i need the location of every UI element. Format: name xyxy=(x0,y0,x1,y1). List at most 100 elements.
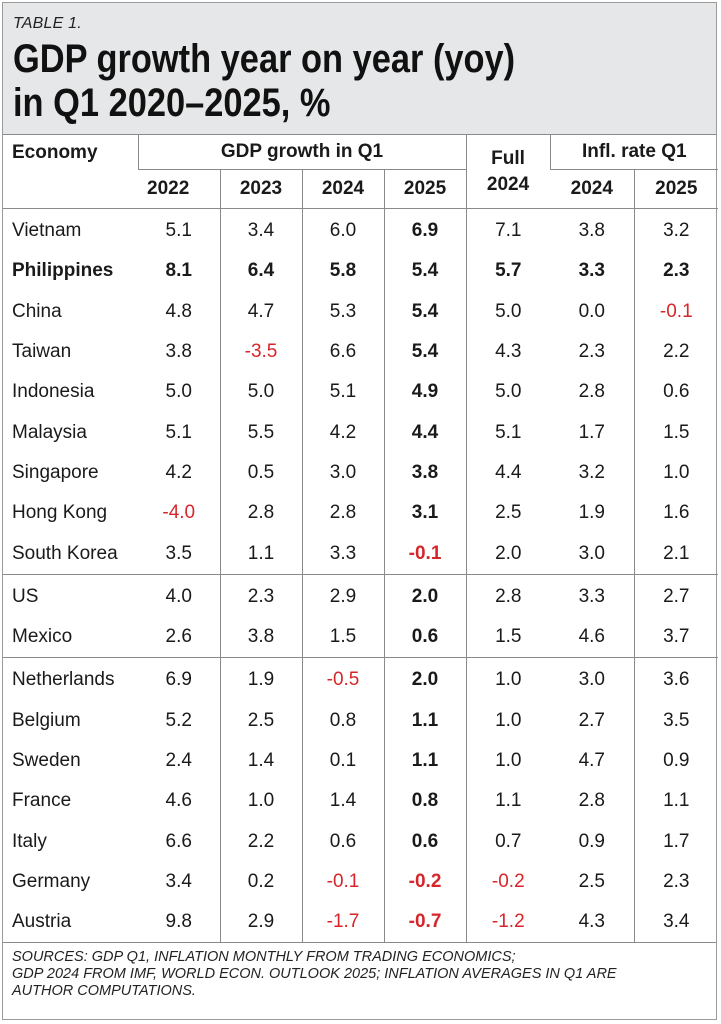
value-cell: 4.6 xyxy=(578,626,605,648)
value-cell: 5.0 xyxy=(465,372,551,413)
value-cell: 1.7 xyxy=(578,421,605,443)
value-cell: 3.8 xyxy=(165,341,192,363)
value-cell: 3.0 xyxy=(578,542,605,564)
table-row: Indonesia 5.0 5.0 5.1 4.9 5.0 2.8 0.6 xyxy=(3,372,719,413)
value-cell: 5.0 xyxy=(165,381,192,403)
value-cell: 1.4 xyxy=(301,781,384,822)
value-cell: 1.5 xyxy=(465,616,551,658)
value-cell: 3.6 xyxy=(633,657,719,701)
economy-name: Austria xyxy=(12,911,72,933)
value-cell: 1.0 xyxy=(465,700,551,741)
table-title: GDP growth year on year (yoy) in Q1 2020… xyxy=(13,37,618,125)
value-cell: 1.9 xyxy=(578,502,605,524)
value-cell: 4.6 xyxy=(165,790,192,812)
value-cell: 9.8 xyxy=(165,911,192,933)
value-cell: 0.8 xyxy=(301,700,384,741)
value-cell: 5.0 xyxy=(465,291,551,332)
value-cell: 5.8 xyxy=(301,251,384,292)
value-cell: 0.9 xyxy=(578,830,605,852)
value-cell: 2.9 xyxy=(301,573,384,617)
table-row: China 4.8 4.7 5.3 5.4 5.0 0.0 -0.1 xyxy=(3,291,719,332)
table-row: Belgium 5.2 2.5 0.8 1.1 1.0 2.7 3.5 xyxy=(3,700,719,741)
value-cell: 1.7 xyxy=(633,821,719,862)
value-cell: -1.2 xyxy=(465,902,551,943)
economy-name: Singapore xyxy=(12,461,99,483)
value-cell: 1.1 xyxy=(633,781,719,822)
value-cell: 1.5 xyxy=(633,412,719,453)
sources-footnote: SOURCES: GDP Q1, INFLATION MONTHLY FROM … xyxy=(3,942,716,1016)
value-cell: 3.7 xyxy=(633,616,719,658)
value-cell: 1.4 xyxy=(219,740,302,782)
table-row: Malaysia 5.1 5.5 4.2 4.4 5.1 1.7 1.5 xyxy=(3,412,719,453)
value-cell: 1.0 xyxy=(465,657,551,701)
value-cell: 0.6 xyxy=(383,821,467,862)
value-cell: -1.7 xyxy=(301,902,384,943)
value-cell: 0.8 xyxy=(383,781,467,822)
table-row: Germany 3.4 0.2 -0.1 -0.2 -0.2 2.5 2.3 xyxy=(3,861,719,903)
value-cell: 3.1 xyxy=(383,493,467,534)
table-row: Taiwan 3.8 -3.5 6.6 5.4 4.3 2.3 2.2 xyxy=(3,331,719,373)
table-row: Netherlands 6.9 1.9 -0.5 2.0 1.0 3.0 3.6 xyxy=(3,657,719,701)
value-cell: -3.5 xyxy=(219,331,302,373)
value-cell: 1.0 xyxy=(633,452,719,494)
economy-name: Indonesia xyxy=(12,381,95,403)
value-cell: 1.1 xyxy=(219,533,302,575)
table-header: TABLE 1. GDP growth year on year (yoy) i… xyxy=(3,3,716,135)
value-cell: 2.8 xyxy=(219,493,302,534)
value-cell: 5.1 xyxy=(301,372,384,413)
economy-name: Malaysia xyxy=(12,421,87,443)
value-cell: 4.0 xyxy=(138,573,220,617)
footnote-line-3: AUTHOR COMPUTATIONS. xyxy=(12,983,196,1000)
gdp-table: Economy GDP growth in Q1 Full 2024 Infl.… xyxy=(3,135,719,943)
footnote-line-1: SOURCES: GDP Q1, INFLATION MONTHLY FROM … xyxy=(12,949,516,966)
economy-name: Belgium xyxy=(12,709,81,731)
value-cell: 2.3 xyxy=(633,251,719,292)
value-cell: 5.1 xyxy=(465,412,551,453)
value-cell: 4.4 xyxy=(383,412,467,453)
table-row: South Korea 3.5 1.1 3.3 -0.1 2.0 3.0 2.1 xyxy=(3,533,719,575)
value-cell: 2.2 xyxy=(633,331,719,373)
value-cell: -0.2 xyxy=(465,861,551,903)
value-cell: 5.3 xyxy=(301,291,384,332)
value-cell: 3.5 xyxy=(165,542,192,564)
economy-name: Taiwan xyxy=(12,341,72,363)
value-cell: 0.0 xyxy=(578,300,605,322)
value-cell: 5.1 xyxy=(165,220,192,242)
value-cell: 2.5 xyxy=(219,700,302,741)
value-cell: 3.3 xyxy=(301,533,384,575)
value-cell: -0.7 xyxy=(383,902,467,943)
value-cell: 2.1 xyxy=(633,533,719,575)
value-cell: 2.7 xyxy=(578,709,605,731)
value-cell: 6.6 xyxy=(165,830,192,852)
economy-name: Germany xyxy=(12,870,91,892)
value-cell: 0.6 xyxy=(383,616,467,658)
value-cell: 6.9 xyxy=(138,657,220,701)
value-cell: 2.3 xyxy=(578,341,605,363)
economy-name: Netherlands xyxy=(3,657,138,701)
full-line-1: Full xyxy=(491,147,525,169)
title-line-2: in Q1 2020–2025, % xyxy=(13,81,331,125)
table-group-americas: US 4.0 2.3 2.9 2.0 2.8 3.3 2.7 Mexico 2.6 3.8 1.5 0.… xyxy=(3,573,719,658)
table-row: Singapore 4.2 0.5 3.0 3.8 4.4 3.2 1.0 xyxy=(3,452,719,494)
value-cell: 5.4 xyxy=(383,291,467,332)
value-cell: 8.1 xyxy=(165,260,192,282)
value-cell: 1.9 xyxy=(219,657,302,701)
value-cell: 1.1 xyxy=(383,740,467,782)
value-cell: 1.1 xyxy=(465,781,551,822)
column-header-gdp-year: 2025 xyxy=(383,169,467,209)
value-cell: 4.7 xyxy=(578,750,605,771)
economy-name: Mexico xyxy=(12,626,73,648)
value-cell: 1.0 xyxy=(219,781,302,822)
full-line-2: 2024 xyxy=(486,173,530,195)
title-line-1: GDP growth year on year (yoy) xyxy=(13,37,516,81)
table-group-europe: Netherlands 6.9 1.9 -0.5 2.0 1.0 3.0 3.6 Belgium… xyxy=(3,657,719,943)
value-cell: -0.1 xyxy=(301,861,384,903)
value-cell: 3.8 xyxy=(578,220,605,242)
value-cell: 1.0 xyxy=(465,740,551,782)
footnote-line-2: GDP 2024 FROM IMF, WORLD ECON. OUTLOOK 2… xyxy=(12,966,617,983)
table-row: France 4.6 1.0 1.4 0.8 1.1 2.8 1.1 xyxy=(3,781,719,822)
value-cell: 3.0 xyxy=(301,452,384,494)
value-cell: 2.8 xyxy=(465,573,551,617)
value-cell: 3.3 xyxy=(550,573,635,617)
